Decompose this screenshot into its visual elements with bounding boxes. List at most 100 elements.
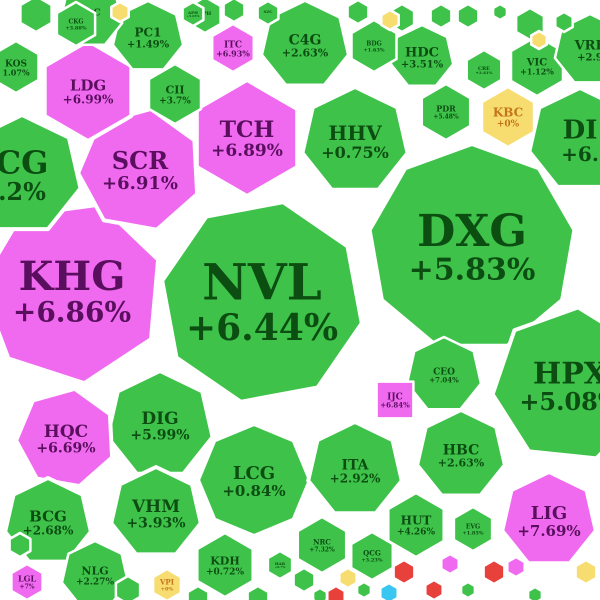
bubble-shape xyxy=(151,567,183,600)
bubble-shape xyxy=(424,578,444,600)
change-label: +5.83% xyxy=(409,253,536,288)
change-label: +0.72% xyxy=(206,567,244,577)
bubble-cii: CII+3.7% xyxy=(147,62,203,126)
change-label: +6.86% xyxy=(13,295,131,328)
bubble-kbc: KBC+0% xyxy=(480,85,536,149)
ticker-label: APH xyxy=(187,10,198,15)
ticker-label: CRE xyxy=(478,66,490,72)
bubble-lgl: LGL+7% xyxy=(10,562,44,600)
ticker-label: VIC xyxy=(526,58,547,69)
bubble-shape xyxy=(429,2,453,30)
ticker-label: CKG xyxy=(68,19,83,26)
bubble-nrc: NRC+7.32% xyxy=(296,515,348,575)
bubble-shape xyxy=(526,585,544,600)
change-label: +1.63% xyxy=(363,47,384,53)
bubble-hhv: HHV+0.75% xyxy=(300,85,410,192)
bubble-shape xyxy=(574,558,598,586)
bubble-cell-67 xyxy=(326,584,346,600)
change-label: +3.23% xyxy=(361,557,382,563)
ticker-label: TCH xyxy=(220,117,275,143)
change-label: +3.7% xyxy=(159,96,191,106)
bubble-cell-64 xyxy=(482,558,506,586)
bubble-cell-70 xyxy=(440,552,460,576)
bubble-kdh: KDH+0.72% xyxy=(196,531,254,599)
bubble-hut: HUT+4.26% xyxy=(387,491,445,559)
change-label: +2.9 xyxy=(577,53,600,64)
bubble-nvl: NVL+6.44% xyxy=(160,200,364,404)
bubble-shape xyxy=(350,18,398,74)
bubble-shape xyxy=(355,580,373,600)
bubble-shape xyxy=(554,10,574,34)
change-label: +6. xyxy=(561,142,599,166)
change-label: +3.41% xyxy=(476,70,493,75)
bubble-shape xyxy=(379,581,399,600)
bubble-shape xyxy=(306,420,404,516)
bubble-cell-48 xyxy=(346,0,370,26)
ticker-label: ITC xyxy=(224,41,242,51)
ticker-label: NLG xyxy=(81,564,108,577)
change-label: .2% xyxy=(0,177,46,206)
bubble-hqc: HQC+6.69% xyxy=(14,386,115,489)
ticker-label: ITA xyxy=(341,457,369,473)
bubble-shape xyxy=(160,200,364,404)
bubble-hbc: HBC+2.63% xyxy=(415,408,507,498)
bubble-shape xyxy=(490,305,600,461)
bubble-nlg: NLG+2.27% xyxy=(60,539,130,600)
change-label: +7.04% xyxy=(429,375,459,384)
ticker-label: LIG xyxy=(531,503,567,524)
bubble-shape xyxy=(387,491,445,559)
bubble-pdr: PDR+5.48% xyxy=(420,82,472,142)
ticker-label: KHG xyxy=(19,253,126,300)
bubble-har: HAR+6.7% xyxy=(266,549,294,581)
bubble-cell-65 xyxy=(392,558,416,586)
bubble-cell-73 xyxy=(526,585,544,600)
ticker-label: SZC xyxy=(264,9,273,14)
ticker-label: CEO xyxy=(433,368,455,378)
ticker-label: NRC xyxy=(313,538,331,547)
bubble-shape xyxy=(8,531,32,559)
change-label: +7.69% xyxy=(517,522,580,540)
change-label: +5.48% xyxy=(433,113,459,120)
bubble-shape xyxy=(346,0,370,26)
bubble-hdc: HDC+3.51% xyxy=(389,23,455,88)
bubble-di: DI+6. xyxy=(527,86,600,189)
bubble-cell-47 xyxy=(222,0,246,24)
bubble-hpx: HPX+5.08% xyxy=(490,305,600,461)
ticker-label: DXG xyxy=(417,206,527,257)
change-label: +1.85% xyxy=(462,530,483,536)
ticker-label: CG xyxy=(0,143,48,181)
ticker-label: SCR xyxy=(112,146,169,175)
bubble-shape xyxy=(311,586,329,600)
change-label: +6.44% xyxy=(186,307,338,349)
change-label: +6.93% xyxy=(216,48,250,58)
ticker-label: HDC xyxy=(405,45,439,60)
bubble-lcg: LCG+0.84% xyxy=(196,422,312,538)
ticker-label: DI xyxy=(563,116,598,146)
bubble-cell-60 xyxy=(380,8,400,32)
ticker-label: HHV xyxy=(328,121,382,145)
change-label: +0.84% xyxy=(222,482,285,500)
bubble-shape xyxy=(222,0,246,24)
bubble-shape xyxy=(482,558,506,586)
ticker-label: HPX xyxy=(533,357,600,392)
ticker-label: QCG xyxy=(363,549,381,558)
bubble-shape xyxy=(0,113,83,232)
bubble-shape xyxy=(349,530,395,582)
bubble-cre: CRE+3.41% xyxy=(465,48,503,92)
bubble-cell-75 xyxy=(491,2,509,22)
bubble-shape xyxy=(480,85,536,149)
ticker-label: EVG xyxy=(466,524,480,531)
bubble-shape xyxy=(181,0,205,28)
change-label: +3.93% xyxy=(126,516,185,532)
ticker-label: BCG xyxy=(29,507,67,525)
bubble-shape xyxy=(114,574,142,600)
bubble-shape xyxy=(266,549,294,581)
bubble-cell-55 xyxy=(114,574,142,600)
ticker-label: CII xyxy=(165,83,184,96)
bubble-cell-53 xyxy=(554,10,574,34)
bubble-shape xyxy=(110,0,130,24)
bubble-cell-69 xyxy=(506,555,526,579)
bubble-shape xyxy=(375,380,415,420)
